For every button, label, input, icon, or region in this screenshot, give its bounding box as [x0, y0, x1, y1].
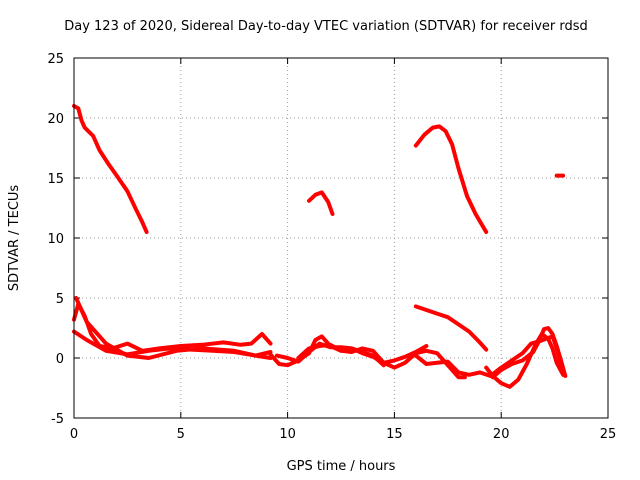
y-tick-label: 20	[47, 112, 64, 127]
y-tick-label: 15	[47, 172, 64, 187]
series-mid-2	[274, 341, 429, 365]
x-tick-label: 10	[279, 427, 296, 442]
x-tick-label: 25	[600, 427, 617, 442]
x-tick-label: 15	[386, 427, 403, 442]
chart-title: Day 123 of 2020, Sidereal Day-to-day VTE…	[64, 19, 588, 34]
grid-lines	[73, 57, 609, 419]
series-low-1	[72, 302, 273, 353]
tick-labels: 0 5 10 15 20 25 -5 0 5 10 15 20 25	[47, 52, 616, 442]
series-arc-3	[413, 124, 489, 234]
y-axis-label: SDTVAR / TECUs	[7, 185, 22, 292]
y-tick-label: 25	[47, 52, 64, 67]
y-tick-label: 10	[47, 232, 64, 247]
x-tick-label: 0	[70, 427, 78, 442]
series-mid-3	[296, 342, 467, 380]
x-tick-label: 20	[493, 427, 510, 442]
plot-frame	[73, 57, 609, 419]
y-tick-label: 5	[56, 292, 64, 307]
series-late-3	[490, 326, 568, 380]
x-tick-label: 5	[177, 427, 185, 442]
series-descent	[413, 304, 489, 352]
data-series	[72, 104, 568, 389]
series-arc-2	[307, 190, 335, 216]
series-low-3	[74, 296, 273, 360]
series-arc-1	[72, 104, 149, 234]
x-axis-label: GPS time / hours	[287, 459, 396, 474]
y-tick-label: 0	[56, 352, 64, 367]
y-tick-label: -5	[51, 412, 64, 427]
